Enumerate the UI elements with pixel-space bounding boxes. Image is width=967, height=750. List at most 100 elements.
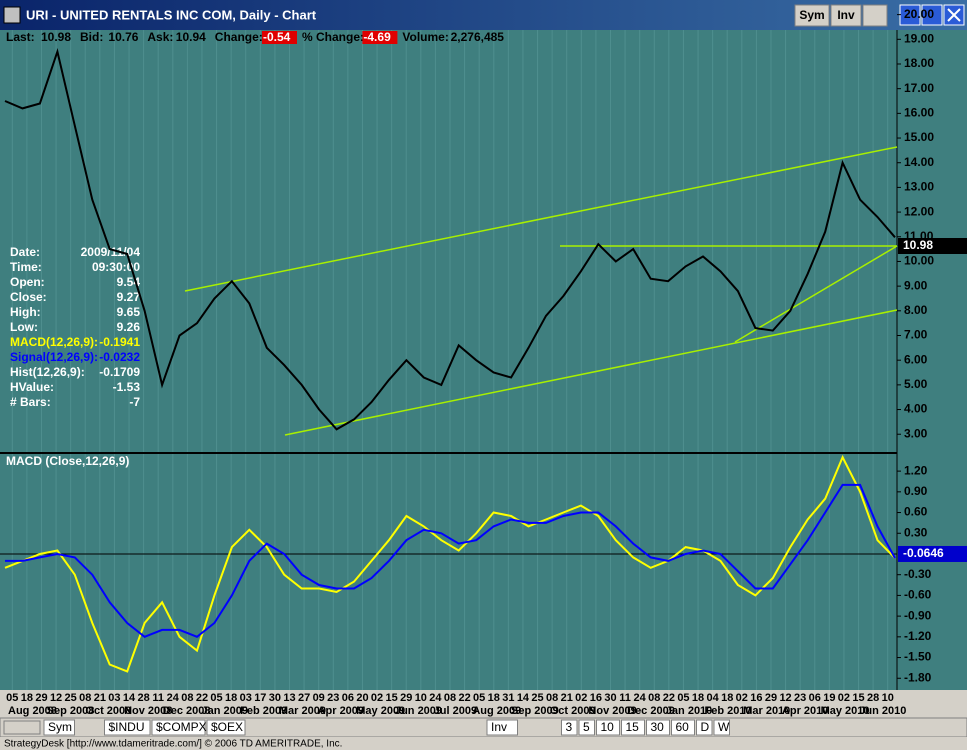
x-day-label: 14 (517, 692, 530, 704)
info-label: Open: (10, 275, 45, 289)
x-day-label: 23 (794, 692, 806, 704)
tab-label[interactable]: $OEX (211, 720, 243, 734)
x-day-label: 05 (6, 692, 18, 704)
tab-label[interactable]: W (718, 720, 730, 734)
tab-label[interactable]: 30 (651, 720, 665, 734)
x-day-label: 15 (386, 692, 398, 704)
app-icon (3, 6, 21, 24)
x-day-label: 16 (590, 692, 602, 704)
tab-label[interactable]: 3 (566, 720, 573, 734)
x-day-label: 12 (50, 692, 62, 704)
x-month-label: Apr 2010 (782, 705, 828, 717)
x-day-label: 10 (882, 692, 894, 704)
info-label: Close: (10, 290, 47, 304)
x-day-label: 08 (546, 692, 558, 704)
tab-label[interactable]: 15 (626, 720, 640, 734)
y-tick-label: 5.00 (904, 377, 928, 391)
tab-label[interactable]: $INDU (109, 720, 145, 734)
info-label: HValue: (10, 380, 54, 394)
tab-label[interactable]: D (701, 720, 710, 734)
tab-label[interactable]: Sym (48, 720, 72, 734)
tab[interactable] (596, 719, 620, 736)
x-day-label: 02 (736, 692, 748, 704)
tab[interactable] (486, 719, 518, 736)
x-day-label: 20 (356, 692, 368, 704)
info-value: 09:30:00 (92, 260, 140, 274)
trend-lines (184, 146, 898, 436)
y-tick-label: -1.50 (904, 650, 932, 664)
quote-bar: Last: 10.98 Bid: 10.76 Ask: 10.94 Change: -0.54… (6, 30, 504, 44)
x-day-label: 13 (283, 692, 295, 704)
x-month-label: Mar 2009 (279, 705, 326, 717)
tab[interactable] (43, 719, 75, 736)
x-day-label: 29 (35, 692, 47, 704)
inv-button-label[interactable]: Inv (837, 8, 855, 22)
popout-button[interactable] (862, 4, 888, 27)
tab[interactable] (646, 719, 670, 736)
tab[interactable] (561, 719, 578, 736)
sym-button[interactable] (794, 4, 830, 27)
tab-label[interactable]: $COMPX (156, 720, 207, 734)
info-value: -0.1941 (99, 335, 140, 349)
tab[interactable] (206, 719, 246, 736)
last-macd-box (898, 545, 967, 562)
x-day-label: 06 (809, 692, 821, 704)
change: -0.54 (263, 30, 291, 44)
x-day-label: 18 (21, 692, 33, 704)
pct-label: % Change: (302, 30, 364, 44)
x-day-label: 04 (706, 692, 719, 704)
x-month-label: Aug 2009 (472, 705, 521, 717)
info-label: Hist(12,26,9): (10, 365, 85, 379)
x-day-label: 23 (327, 692, 339, 704)
maximize-button[interactable] (921, 4, 943, 26)
tab[interactable] (671, 719, 695, 736)
x-day-label: 10 (415, 692, 427, 704)
tab[interactable] (104, 719, 151, 736)
last-price-box (898, 238, 967, 254)
x-month-label: Sep 2008 (47, 705, 95, 717)
y-tick-label: 19.00 (904, 31, 934, 45)
x-day-label: 09 (313, 692, 325, 704)
tab[interactable] (621, 719, 645, 736)
x-axis: 05 18 29 12 25 08 21 03 14 28 11 24 08 22 05 18 03 17 30 13… (6, 692, 906, 717)
series-line (4, 454, 896, 673)
x-month-label: Jul 2009 (434, 705, 477, 717)
x-day-label: 24 (429, 692, 442, 704)
y-tick-label: 0.60 (904, 505, 928, 519)
change-label: Change: (215, 30, 263, 44)
last-label: Last: (6, 30, 35, 44)
tab-label[interactable]: 60 (676, 720, 690, 734)
info-label: MACD(12,26,9): (10, 335, 98, 349)
y-tick-label: 10.00 (904, 254, 934, 268)
x-day-label: 30 (604, 692, 616, 704)
tab-label[interactable]: 5 (583, 720, 590, 734)
x-day-label: 03 (108, 692, 120, 704)
info-label: High: (10, 305, 41, 319)
volume: 2,276,485 (451, 30, 505, 44)
x-day-label: 08 (648, 692, 660, 704)
x-day-label: 19 (823, 692, 835, 704)
tab[interactable] (713, 719, 730, 736)
x-month-label: Mar 2010 (743, 705, 790, 717)
tab[interactable] (696, 719, 713, 736)
x-day-label: 08 (79, 692, 91, 704)
y-tick-label: 7.00 (904, 328, 928, 342)
x-day-label: 29 (400, 692, 412, 704)
x-day-label: 08 (444, 692, 456, 704)
x-axis-area (0, 690, 967, 718)
x-day-label: 22 (196, 692, 208, 704)
tab-label[interactable]: Inv (491, 720, 507, 734)
tab[interactable] (578, 719, 595, 736)
x-month-label: Jun 2009 (395, 705, 442, 717)
inv-button[interactable] (830, 4, 862, 27)
x-day-label: 14 (123, 692, 136, 704)
tab[interactable] (151, 719, 206, 736)
tab-label[interactable]: 10 (601, 720, 615, 734)
sym-button-label[interactable]: Sym (799, 8, 824, 22)
price-panel: 3.004.005.006.007.008.009.0010.0011.0012… (4, 7, 967, 440)
x-day-label: 03 (240, 692, 252, 704)
x-day-label: 17 (254, 692, 266, 704)
x-month-label: Aug 2008 (8, 705, 57, 717)
x-day-label: 05 (677, 692, 689, 704)
